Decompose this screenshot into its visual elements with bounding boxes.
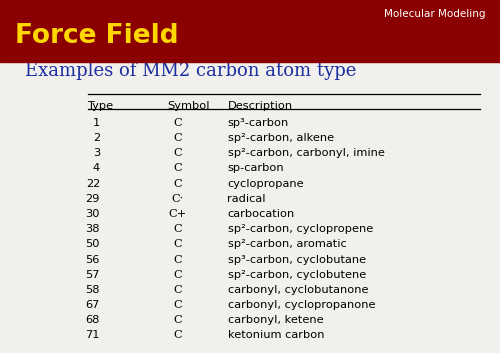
Text: 3: 3 [92,148,100,158]
Text: 58: 58 [86,285,100,295]
Text: C: C [173,300,182,310]
Text: 2: 2 [93,133,100,143]
Text: 57: 57 [86,270,100,280]
Text: carbonyl, cyclobutanone: carbonyl, cyclobutanone [228,285,368,295]
Text: cyclopropane: cyclopropane [228,179,304,189]
Text: 67: 67 [86,300,100,310]
Text: C: C [173,133,182,143]
Text: Description: Description [228,101,292,110]
Text: Type: Type [88,101,114,110]
Text: carbocation: carbocation [228,209,295,219]
Text: C: C [173,330,182,340]
Text: 71: 71 [86,330,100,340]
Text: C: C [173,270,182,280]
Text: C: C [173,163,182,173]
Text: C·: C· [172,194,183,204]
Text: 56: 56 [86,255,100,264]
Text: sp²-carbon, aromatic: sp²-carbon, aromatic [228,239,346,249]
Text: 50: 50 [86,239,100,249]
Text: 1: 1 [92,118,100,128]
Text: carbonyl, cyclopropanone: carbonyl, cyclopropanone [228,300,375,310]
Text: C: C [173,148,182,158]
Text: C: C [173,315,182,325]
Text: 29: 29 [86,194,100,204]
Text: sp²-carbon, alkene: sp²-carbon, alkene [228,133,334,143]
Text: 38: 38 [86,224,100,234]
Text: C: C [173,255,182,264]
Text: Molecular Modeling: Molecular Modeling [384,8,485,19]
Text: C: C [173,224,182,234]
Text: 22: 22 [86,179,100,189]
Text: C: C [173,239,182,249]
Text: sp³-carbon, cyclobutane: sp³-carbon, cyclobutane [228,255,366,264]
Text: Symbol: Symbol [168,101,210,110]
Text: sp-carbon: sp-carbon [228,163,284,173]
Text: 4: 4 [93,163,100,173]
Text: 68: 68 [86,315,100,325]
Text: C: C [173,179,182,189]
Text: 30: 30 [86,209,100,219]
Text: sp²-carbon, cyclobutene: sp²-carbon, cyclobutene [228,270,366,280]
Text: sp³-carbon: sp³-carbon [228,118,289,128]
Text: sp²-carbon, carbonyl, imine: sp²-carbon, carbonyl, imine [228,148,384,158]
Text: C+: C+ [168,209,186,219]
Text: ketonium carbon: ketonium carbon [228,330,324,340]
Text: C: C [173,118,182,128]
Text: Examples of MM2 carbon atom type: Examples of MM2 carbon atom type [25,62,356,79]
Text: C: C [173,285,182,295]
Text: carbonyl, ketene: carbonyl, ketene [228,315,323,325]
Text: Force Field: Force Field [15,23,178,49]
Text: radical: radical [228,194,266,204]
Text: sp²-carbon, cyclopropene: sp²-carbon, cyclopropene [228,224,373,234]
